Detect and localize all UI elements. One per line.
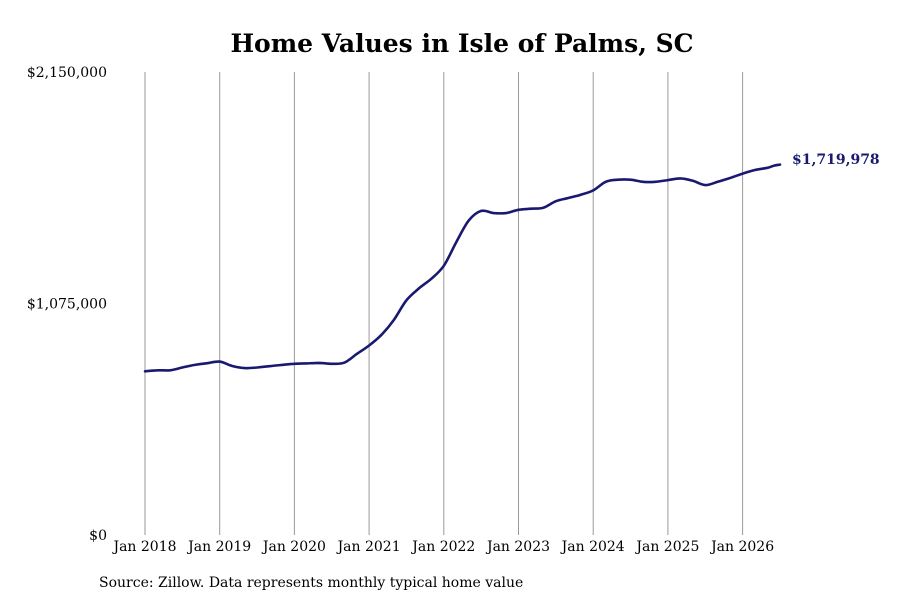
- x-tick-label: Jan 2024: [560, 539, 625, 555]
- x-tick-label: Jan 2026: [709, 539, 774, 555]
- x-axis-ticks: Jan 2018 Jan 2019 Jan 2020 Jan 2021 Jan 2022…: [111, 539, 774, 555]
- y-tick-label: $1,075,000: [27, 297, 107, 313]
- x-tick-label: Jan 2020: [261, 539, 326, 555]
- chart-title: Home Values in Isle of Palms, SC: [230, 29, 693, 58]
- y-tick-label: $0: [89, 528, 107, 544]
- x-tick-label: Jan 2021: [336, 539, 401, 555]
- series-line-home-value: [143, 163, 782, 373]
- vertical-gridlines: [144, 72, 744, 535]
- x-tick-label: Jan 2019: [186, 539, 251, 555]
- x-tick-label: Jan 2025: [634, 539, 699, 555]
- source-note: Source: Zillow. Data represents monthly …: [99, 575, 523, 591]
- x-tick-label: Jan 2023: [485, 539, 550, 555]
- y-axis-ticks: $0 $1,075,000 $2,150,000: [27, 65, 107, 544]
- y-tick-label: $2,150,000: [27, 65, 107, 81]
- x-tick-label: Jan 2022: [410, 539, 475, 555]
- x-tick-label: Jan 2018: [111, 539, 176, 555]
- end-value-label: $1,719,978: [792, 152, 880, 168]
